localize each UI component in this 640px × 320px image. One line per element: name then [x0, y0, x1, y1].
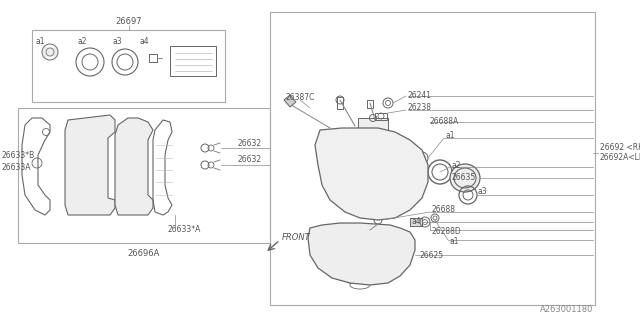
Bar [18, 108, 270, 243]
Polygon shape [65, 115, 115, 215]
Text: a1: a1 [445, 132, 454, 140]
Text: a1: a1 [450, 237, 460, 246]
Text: 26241: 26241 [408, 92, 432, 100]
Bar [32, 30, 225, 102]
Bar [367, 100, 373, 108]
Bar [358, 118, 388, 133]
Text: 26697: 26697 [115, 18, 142, 27]
Text: 26632: 26632 [238, 139, 262, 148]
Ellipse shape [450, 164, 480, 192]
Text: 26633A: 26633A [2, 164, 31, 172]
Text: a4: a4 [139, 37, 149, 46]
Text: 26288D: 26288D [432, 228, 461, 236]
Text: 26688A: 26688A [430, 117, 460, 126]
Text: 26625: 26625 [420, 251, 444, 260]
Text: 26632: 26632 [238, 156, 262, 164]
Text: 26688: 26688 [432, 205, 456, 214]
Bar [149, 54, 157, 62]
Text: FRONT: FRONT [282, 234, 311, 243]
Polygon shape [308, 223, 415, 285]
Text: 26633*B: 26633*B [2, 150, 35, 159]
Bar [170, 46, 216, 76]
Polygon shape [315, 128, 428, 220]
Bar [410, 218, 422, 226]
Text: 26692A<LH>: 26692A<LH> [600, 154, 640, 163]
Text: a2: a2 [77, 37, 87, 46]
Text: 26692 <RH>: 26692 <RH> [600, 143, 640, 153]
Text: 26635: 26635 [452, 173, 476, 182]
Text: a1: a1 [35, 37, 45, 46]
Bar [375, 113, 387, 120]
Text: 26238: 26238 [408, 103, 432, 113]
Bar [270, 12, 595, 305]
Text: 26696A: 26696A [128, 249, 160, 258]
Polygon shape [284, 95, 296, 107]
Text: a2: a2 [452, 161, 461, 170]
Text: A263001180: A263001180 [540, 306, 593, 315]
Text: 26633*A: 26633*A [168, 226, 202, 235]
Text: a3: a3 [112, 37, 122, 46]
Polygon shape [115, 118, 153, 215]
Text: a3: a3 [478, 188, 488, 196]
Text: a4: a4 [412, 218, 422, 227]
Bar [337, 97, 343, 109]
Text: 26387C: 26387C [285, 93, 314, 102]
